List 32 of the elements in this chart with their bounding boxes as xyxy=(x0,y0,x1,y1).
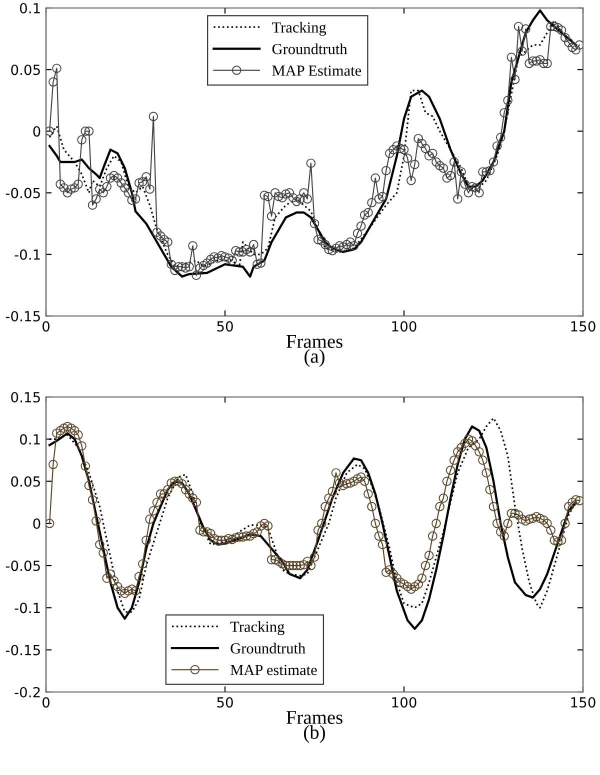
y-tick-label: -0.05 xyxy=(6,188,40,198)
legend-label: Tracking xyxy=(230,621,284,636)
x-tick-label: 50 xyxy=(217,697,233,708)
legend-label: MAP estimate xyxy=(230,664,317,676)
y-tick-label: 0.1 xyxy=(20,434,40,445)
y-tick-label: -0.15 xyxy=(6,644,40,656)
x-tick-label: 0 xyxy=(42,321,50,332)
y-tick-label: 0.1 xyxy=(20,2,40,14)
legend-label: Groundtruth xyxy=(272,43,348,54)
x-tick-label: 50 xyxy=(217,321,233,332)
x-tick-label: 0 xyxy=(42,697,50,708)
x-tick-label: 100 xyxy=(392,321,416,332)
legend-label: MAP Estimate xyxy=(272,66,362,76)
y-tick-label: -0.05 xyxy=(6,560,40,572)
x-tick-label: 150 xyxy=(571,697,596,708)
y-tick-label: 0.05 xyxy=(11,476,40,487)
y-tick-label: 0 xyxy=(33,126,40,137)
legend-label: Tracking xyxy=(272,22,326,36)
y-tick-label: 0.15 xyxy=(11,392,40,402)
x-tick-label: 150 xyxy=(571,321,596,332)
y-tick-label: 0 xyxy=(33,518,40,529)
text: (b) xyxy=(304,725,325,743)
x-axis-title: Frames xyxy=(286,335,342,348)
y-tick-label: -0.1 xyxy=(14,249,40,260)
y-tick-label: -0.2 xyxy=(14,686,40,698)
y-tick-label: 0.05 xyxy=(11,64,40,76)
text: (a) xyxy=(304,349,324,367)
x-tick-label: 100 xyxy=(392,697,416,708)
x-axis-title: Frames xyxy=(286,711,342,724)
legend-label: Groundtruth xyxy=(230,642,306,654)
y-tick-label: -0.15 xyxy=(6,310,40,322)
y-tick-label: -0.1 xyxy=(14,602,40,614)
